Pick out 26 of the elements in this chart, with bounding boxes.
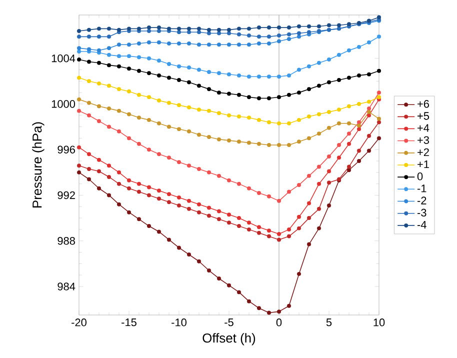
y-tick-label: 996 bbox=[58, 146, 75, 154]
y-axis-title: Pressure (hPa) bbox=[32, 122, 44, 208]
x-tick-label: -10 bbox=[172, 318, 186, 326]
legend-label: +4 bbox=[418, 124, 430, 132]
legend-label: +2 bbox=[418, 148, 429, 156]
legend-label: 0 bbox=[417, 172, 423, 180]
legend-label: -1 bbox=[417, 184, 426, 192]
x-tick-label: -15 bbox=[122, 318, 136, 326]
y-tick-label: 1000 bbox=[52, 100, 76, 108]
y-tick-label: 988 bbox=[58, 236, 75, 245]
y-tick-label: 992 bbox=[58, 191, 75, 200]
y-tick-label: 1004 bbox=[52, 54, 76, 62]
x-tick-label: 0 bbox=[276, 318, 282, 326]
x-axis-title: Offset (h) bbox=[202, 333, 256, 346]
legend-label: -4 bbox=[417, 220, 426, 228]
x-tick-label: -5 bbox=[224, 318, 234, 326]
x-tick-label: -20 bbox=[72, 318, 86, 326]
x-tick-label: 10 bbox=[374, 318, 385, 326]
legend-label: +1 bbox=[418, 160, 429, 168]
legend-label: -3 bbox=[417, 208, 426, 217]
legend-label: +6 bbox=[418, 100, 429, 108]
legend-label: -2 bbox=[417, 196, 426, 204]
y-tick-label: 984 bbox=[58, 282, 76, 290]
x-tick-label: 5 bbox=[326, 318, 332, 326]
legend-label: +5 bbox=[418, 112, 430, 120]
legend-label: +3 bbox=[418, 136, 429, 144]
